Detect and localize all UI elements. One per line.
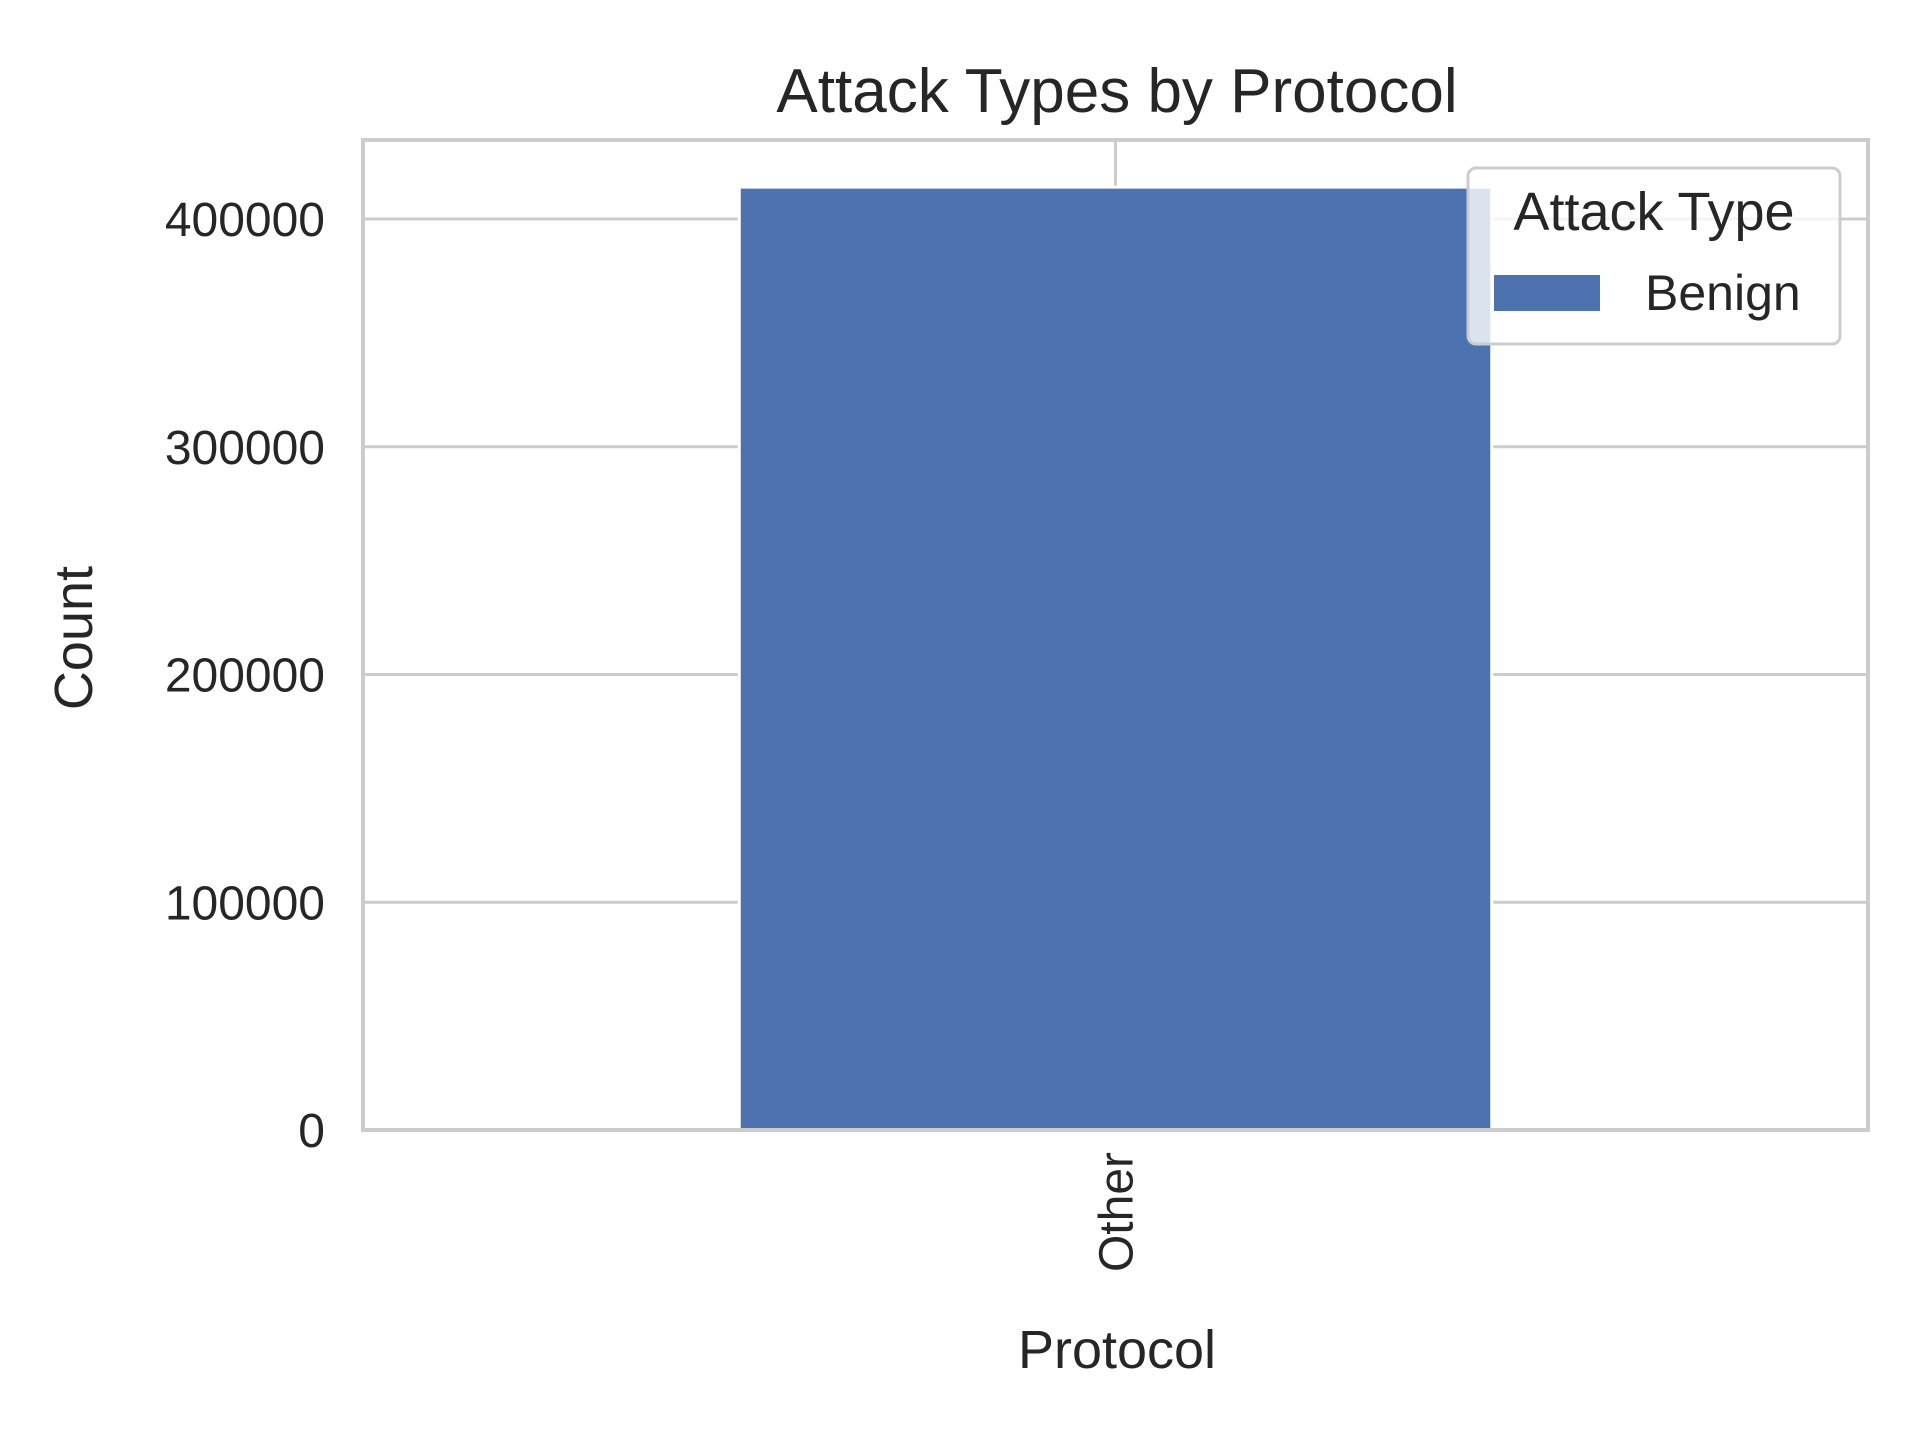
y-tick-label: 100000 [165, 877, 325, 930]
y-tick-label: 200000 [165, 650, 325, 703]
y-tick-label: 400000 [165, 194, 325, 247]
x-tick-labels: Other [1091, 1152, 1144, 1272]
y-tick-label: 0 [298, 1105, 325, 1158]
legend-swatch-benign [1494, 275, 1600, 311]
legend-title: Attack Type [1513, 182, 1794, 242]
x-axis-label: Protocol [1018, 1320, 1216, 1380]
y-tick-label: 300000 [165, 422, 325, 475]
legend-label-benign: Benign [1645, 265, 1801, 321]
y-axis-label: Count [44, 566, 104, 710]
bars [737, 185, 1494, 1132]
legend: Attack Type Benign [1466, 166, 1842, 346]
bar-benign-other [737, 185, 1494, 1132]
axes [361, 138, 1870, 1132]
y-tick-labels: 0 100000 200000 300000 400000 [165, 194, 325, 1158]
x-tick-label: Other [1091, 1152, 1144, 1272]
plot-frame [361, 138, 1870, 1132]
chart-title: Attack Types by Protocol [776, 57, 1457, 126]
